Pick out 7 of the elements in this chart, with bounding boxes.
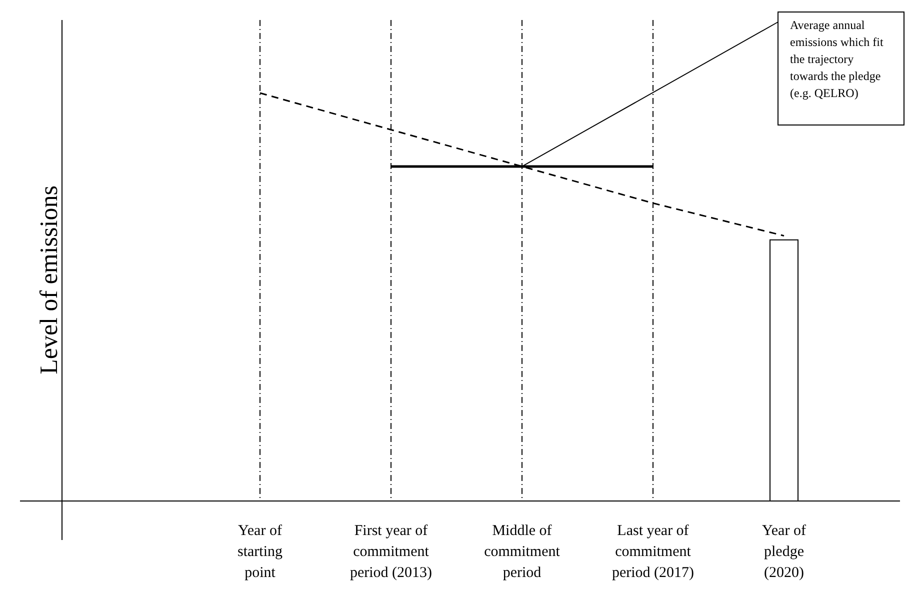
x-tick-label: First year of commitment period (2013)	[350, 523, 432, 581]
x-tick-label: Middle of commitment period	[484, 523, 561, 581]
annotation: Average annual emissions which fit the trajectory towards the pledge (e.g. QELRO)	[790, 18, 884, 100]
text: Level of emissions	[36, 186, 63, 374]
x-tick-label: Last year of commitment period (2017)	[612, 523, 694, 581]
x-tick-label: Year of pledge (2020)	[762, 523, 806, 581]
x-tick-label: Year of starting point	[238, 523, 283, 581]
